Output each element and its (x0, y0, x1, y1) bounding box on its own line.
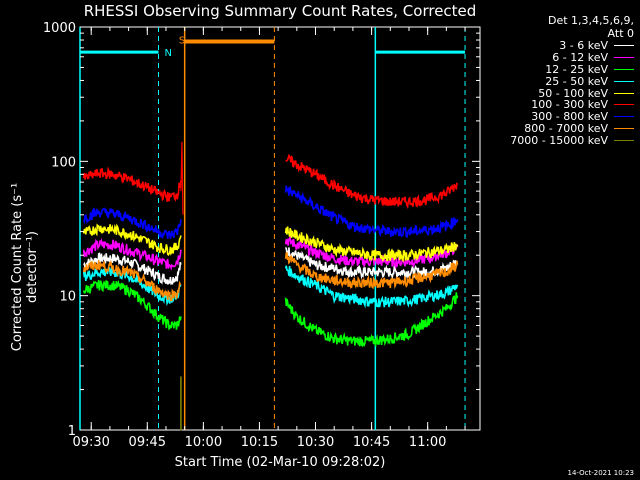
detector-header-line-2: Att 0 (607, 27, 634, 40)
series-3-6-kev-line-a (83, 252, 182, 286)
series-800-7000-kev-line-a (82, 259, 182, 302)
legend-entry-12-25-kev: 12 - 25 keV (486, 63, 634, 76)
y-tick-label-1000: 1000 (43, 21, 76, 36)
x-tick-label-1100: 11:00 (409, 435, 446, 450)
legend: Det 1,3,4,5,6,9, Att 0 3 - 6 keV 6 - 12 k… (486, 14, 634, 147)
legend-entry-300-800-kev: 300 - 800 keV (486, 110, 634, 124)
legend-entry-3-6-kev: 3 - 6 keV (486, 39, 634, 53)
legend-swatch (614, 104, 634, 106)
series-100-300-kev-line-b (285, 153, 458, 210)
legend-swatch (614, 45, 634, 47)
legend-swatch (614, 57, 634, 59)
legend-entry-6-12-kev: 6 - 12 keV (486, 51, 634, 65)
legend-label: 800 - 7000 keV (524, 121, 608, 135)
series-12-25-kev-line-a (82, 279, 182, 331)
legend-swatch (614, 68, 634, 70)
x-axis-label: Start Time (02-Mar-10 09:28:02) (174, 455, 386, 470)
legend-label: 100 - 300 keV (531, 98, 608, 112)
series-300-800-kev-line-a (82, 207, 182, 239)
x-tick-label-1000: 10:00 (185, 435, 222, 450)
series-25-50-kev-line-b (284, 265, 459, 309)
x-tick-label-0945: 09:45 (129, 435, 166, 450)
y-tick-label-10: 10 (59, 290, 76, 305)
legend-swatch (614, 92, 634, 94)
legend-label: 300 - 800 keV (531, 110, 608, 124)
legend-entry-25-50-kev: 25 - 50 keV (486, 74, 634, 88)
series-100-300-kev-spike (180, 141, 184, 215)
series-6-12-kev-line-a (82, 237, 182, 271)
legend-entry-7000-15000-kev: 7000 - 15000 keV (486, 133, 634, 147)
chart-title: RHESSI Observing Summary Count Rates, Co… (83, 2, 477, 20)
x-tick-label-1015: 10:15 (241, 435, 278, 450)
legend-label: 6 - 12 keV (552, 51, 608, 65)
series-12-25-kev-line-b (284, 292, 459, 348)
legend-entry-100-300-kev: 100 - 300 keV (486, 98, 634, 112)
y-tick-label-1: 1 (68, 424, 76, 439)
legend-label: 3 - 6 keV (559, 39, 608, 53)
legend-label: 25 - 50 keV (545, 74, 608, 88)
legend-label: 12 - 25 keV (545, 63, 608, 76)
series-100-300-kev-line-a (82, 166, 182, 203)
series-50-100-kev-line-a (82, 223, 182, 257)
x-tick-label-1045: 10:45 (353, 435, 390, 450)
legend-swatch (614, 80, 634, 82)
legend-entry-800-7000-kev: 800 - 7000 keV (486, 121, 634, 135)
flag-label-s: S (179, 35, 185, 46)
series-800-7000-kev-line-b (284, 252, 459, 290)
legend-entry-50-100-kev: 50 - 100 keV (486, 86, 634, 100)
x-tick-label-0930: 09:30 (72, 435, 109, 450)
generation-timestamp: 14-Oct-2021 10:23 (567, 469, 634, 477)
y-tick-label-100: 100 (51, 155, 76, 170)
legend-swatch (614, 139, 634, 141)
legend-label: 7000 - 15000 keV (510, 133, 608, 147)
legend-swatch (614, 116, 634, 118)
series-300-800-kev-line-b (284, 185, 459, 239)
series-50-100-kev-line-b (284, 226, 459, 263)
legend-swatch (614, 127, 634, 129)
y-axis-label: Corrected Count Rate (s⁻¹ detector⁻¹) (10, 182, 40, 352)
legend-label: 50 - 100 keV (538, 86, 608, 100)
x-tick-label-1030: 10:30 (297, 435, 334, 450)
detector-header-line-1: Det 1,3,4,5,6,9, (547, 14, 634, 27)
flag-label-n: N (165, 48, 172, 59)
